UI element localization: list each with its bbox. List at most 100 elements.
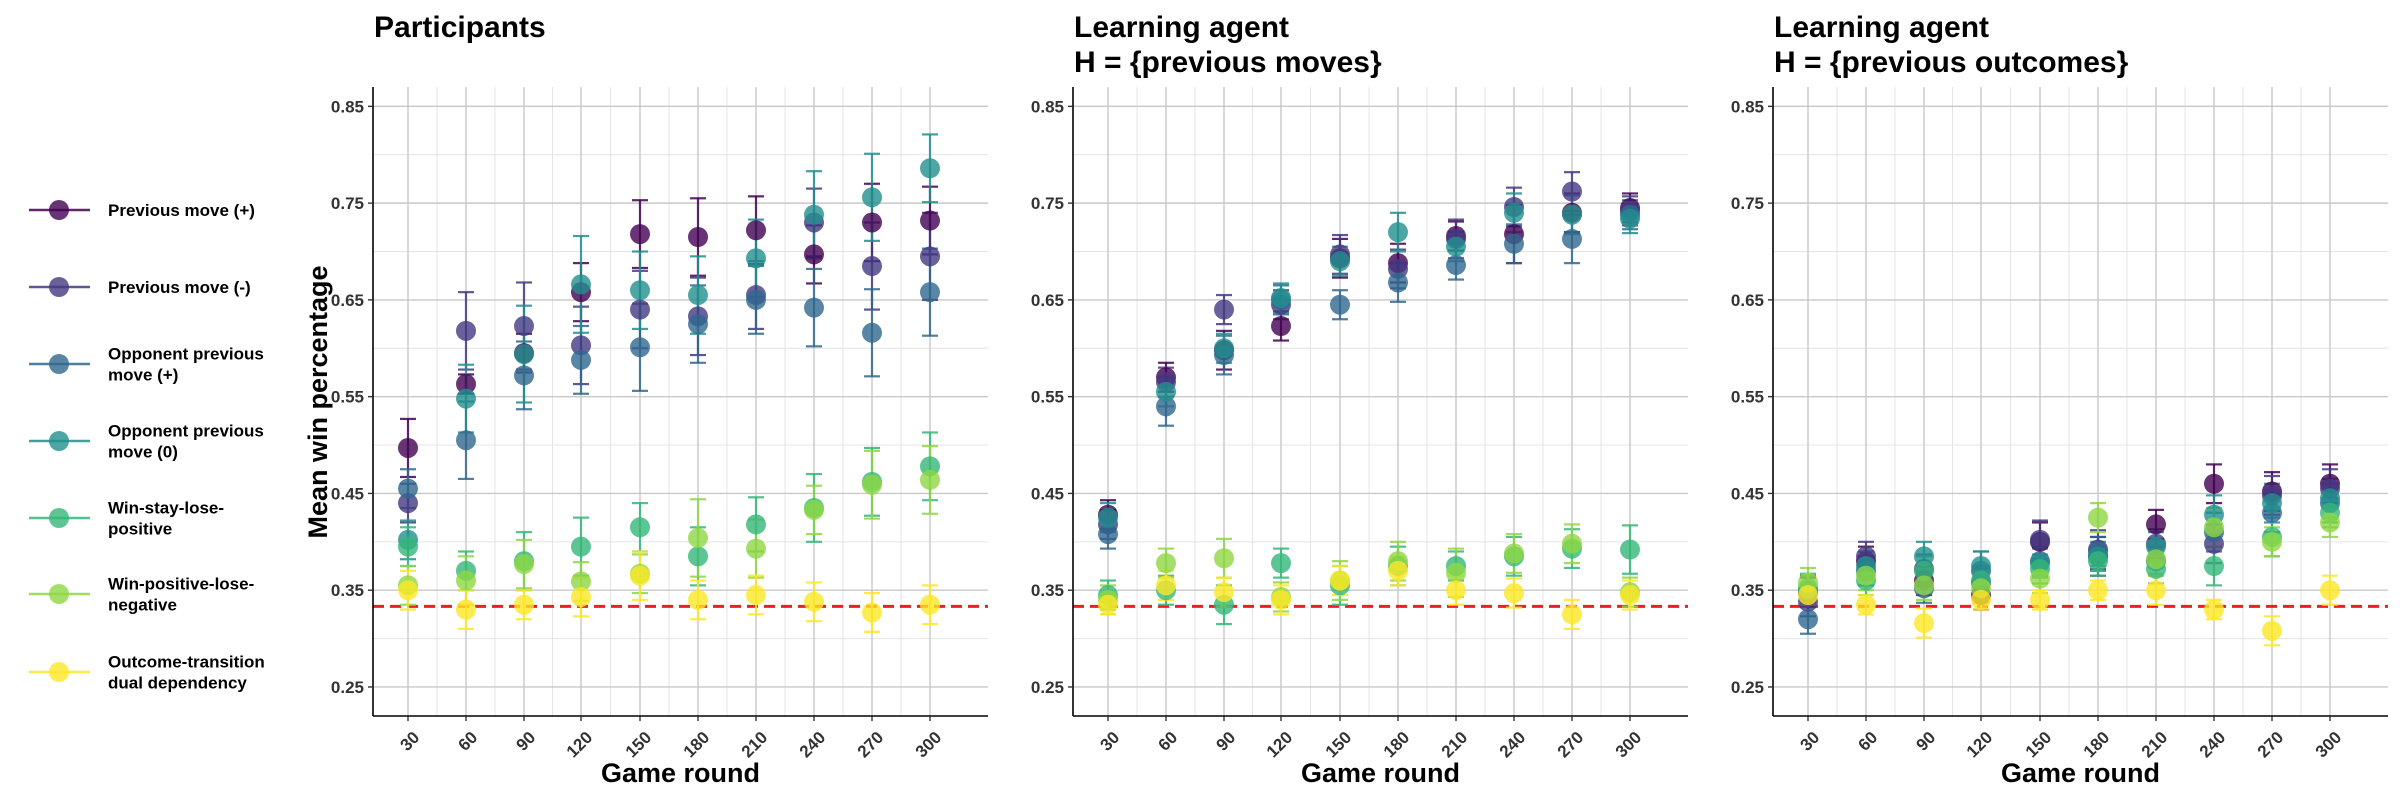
data-point [1156, 553, 1176, 574]
data-point [1971, 589, 1991, 610]
legend-label: Win-stay-lose- [108, 499, 224, 518]
data-point [571, 349, 591, 370]
y-tick-label: 0.65 [331, 291, 364, 310]
data-point [630, 280, 650, 301]
x-tick-label: 300 [1612, 728, 1645, 761]
data-point [2146, 514, 2166, 535]
data-point [746, 585, 766, 606]
data-point [1330, 570, 1350, 591]
data-point [1214, 338, 1234, 359]
legend-label: Opponent previous [108, 422, 264, 441]
data-point [1271, 316, 1291, 337]
y-tick-label: 0.55 [1731, 388, 1764, 407]
y-tick-label: 0.45 [331, 484, 364, 503]
data-point [456, 599, 476, 620]
x-tick-label: 60 [1154, 728, 1181, 755]
data-point [920, 282, 940, 303]
data-point [1798, 609, 1818, 630]
data-point [2088, 580, 2108, 601]
legend-item: Previous move (-) [29, 277, 251, 297]
data-point [862, 212, 882, 233]
data-point [2088, 507, 2108, 528]
data-point [804, 297, 824, 318]
x-tick-label: 150 [2022, 728, 2055, 761]
data-point [1098, 507, 1118, 528]
panel-1: 0.25 0.35 0.45 0.55 0.65 0.75 0.85 30 60 90 120 150… [331, 11, 988, 788]
x-tick-label: 180 [1380, 728, 1413, 761]
data-point [456, 388, 476, 409]
data-point [1098, 594, 1118, 615]
data-point [1620, 208, 1640, 229]
legend-label: Outcome-transition [108, 653, 265, 672]
data-point [1504, 543, 1524, 564]
data-point [746, 289, 766, 310]
y-tick-label: 0.55 [331, 388, 364, 407]
legend-label: Opponent previous [108, 345, 264, 364]
x-tick-label: 90 [1212, 728, 1239, 755]
x-tick-label: 240 [1496, 728, 1529, 761]
y-tick-label: 0.75 [1731, 194, 1764, 213]
legend-label: negative [108, 596, 177, 615]
data-point [456, 374, 476, 395]
x-tick-label: 240 [796, 728, 829, 761]
legend-label: move (+) [108, 366, 178, 385]
data-point [456, 320, 476, 341]
data-point [862, 256, 882, 277]
data-point [862, 322, 882, 343]
data-point [2146, 580, 2166, 601]
data-point [514, 594, 534, 615]
data-point [571, 571, 591, 592]
data-point [2320, 512, 2340, 533]
data-point [398, 536, 418, 557]
data-point [1446, 255, 1466, 276]
y-tick-label: 0.65 [1031, 291, 1064, 310]
legend-item: Opponent previous move (+) [29, 345, 264, 385]
data-point [1504, 202, 1524, 223]
data-point [1562, 204, 1582, 225]
panel-title: Learning agent [1074, 11, 1289, 44]
legend-marker [49, 277, 69, 297]
data-point [2320, 580, 2340, 601]
x-tick-label: 120 [563, 728, 596, 761]
y-tick-label: 0.45 [1731, 484, 1764, 503]
legend-label: move (0) [108, 443, 178, 462]
data-point [1504, 233, 1524, 254]
panel-title: H = {previous moves} [1074, 46, 1382, 79]
data-point [920, 158, 940, 179]
data-point [1214, 582, 1234, 603]
data-point [688, 314, 708, 335]
data-point [804, 204, 824, 225]
data-point [1620, 585, 1640, 606]
legend-label: Win-positive-lose- [108, 575, 254, 594]
data-point [1388, 272, 1408, 293]
data-point [1330, 294, 1350, 315]
x-tick-label: 60 [454, 728, 481, 755]
y-tick-label: 0.65 [1731, 291, 1764, 310]
y-tick-label: 0.45 [1031, 484, 1064, 503]
y-tick-label: 0.75 [1031, 194, 1064, 213]
x-tick-label: 30 [1796, 728, 1823, 755]
data-point [2088, 551, 2108, 572]
x-tick-label: 270 [2254, 728, 2287, 761]
data-point [2204, 473, 2224, 494]
x-tick-label: 210 [738, 728, 771, 761]
data-point [1856, 594, 1876, 615]
data-point [1388, 222, 1408, 243]
panel-2: 0.25 0.35 0.45 0.55 0.65 0.75 0.85 30 60 90 120 150… [1031, 11, 1688, 788]
data-point [1214, 548, 1234, 569]
data-point [514, 554, 534, 575]
legend-item: Opponent previous move (0) [29, 422, 264, 462]
data-point [1330, 251, 1350, 272]
legend-marker [49, 354, 69, 374]
data-point [514, 365, 534, 386]
data-point [1446, 580, 1466, 601]
y-tick-label: 0.25 [1031, 678, 1064, 697]
data-point [456, 570, 476, 591]
x-tick-label: 150 [622, 728, 655, 761]
data-point [630, 299, 650, 320]
data-point [920, 469, 940, 490]
data-point [1271, 553, 1291, 574]
data-point [688, 285, 708, 306]
x-tick-label: 180 [2080, 728, 2113, 761]
x-tick-label: 30 [396, 728, 423, 755]
